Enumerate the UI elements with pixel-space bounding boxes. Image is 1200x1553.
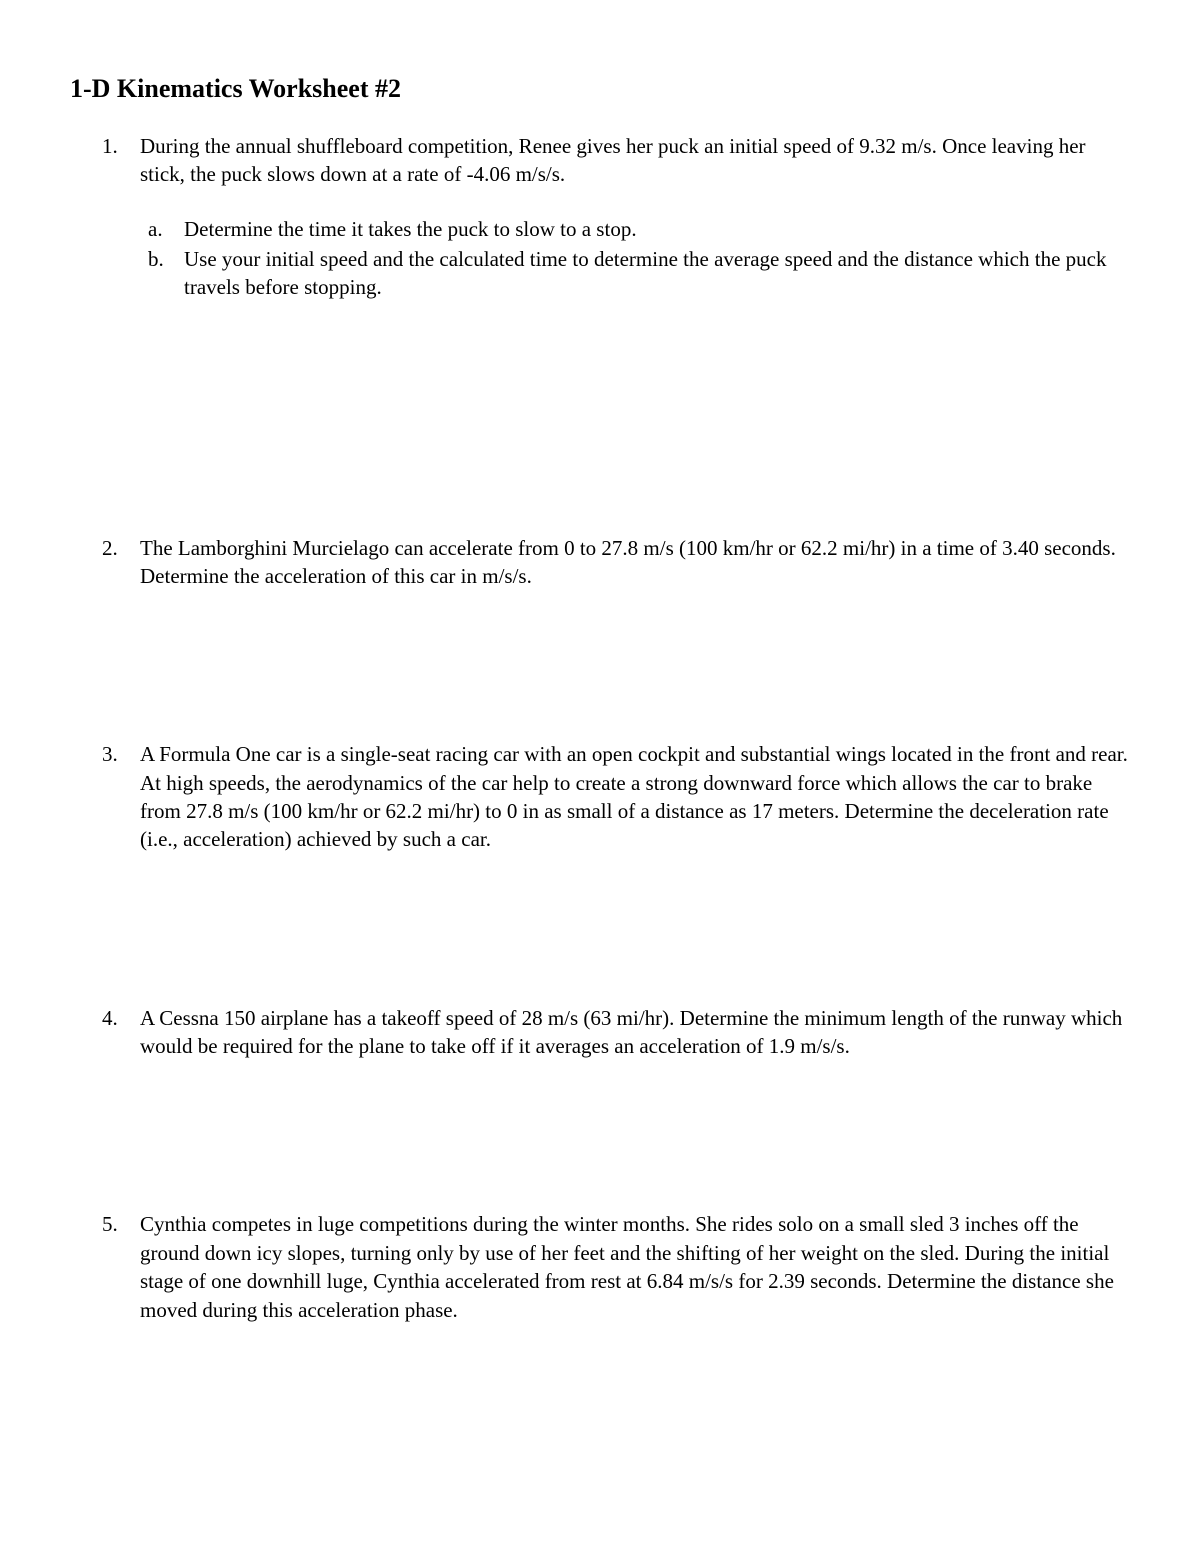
question-1: 1. During the annual shuffleboard compet… — [140, 132, 1130, 302]
question-2: 2. The Lamborghini Murcielago can accele… — [140, 534, 1130, 591]
question-number: 3. — [102, 740, 118, 768]
worksheet-page: 1-D Kinematics Worksheet #2 1. During th… — [70, 74, 1130, 1324]
workspace-gap — [140, 854, 1130, 1004]
question-text: A Formula One car is a single-seat racin… — [140, 740, 1130, 853]
question-3: 3. A Formula One car is a single-seat ra… — [140, 740, 1130, 853]
question-number: 5. — [102, 1210, 118, 1238]
subquestion-list: a. Determine the time it takes the puck … — [140, 215, 1130, 302]
worksheet-title: 1-D Kinematics Worksheet #2 — [70, 74, 1130, 104]
question-5: 5. Cynthia competes in luge competitions… — [140, 1210, 1130, 1323]
subquestion-text: Determine the time it takes the puck to … — [184, 217, 637, 241]
question-list: 1. During the annual shuffleboard compet… — [70, 132, 1130, 1324]
question-4: 4. A Cessna 150 airplane has a takeoff s… — [140, 1004, 1130, 1061]
workspace-gap — [140, 304, 1130, 534]
workspace-gap — [140, 1060, 1130, 1210]
subquestion-b: b. Use your initial speed and the calcul… — [184, 245, 1130, 302]
question-text: The Lamborghini Murcielago can accelerat… — [140, 534, 1130, 591]
workspace-gap — [140, 590, 1130, 740]
question-number: 1. — [102, 132, 118, 160]
subquestion-a: a. Determine the time it takes the puck … — [184, 215, 1130, 243]
subquestion-text: Use your initial speed and the calculate… — [184, 247, 1106, 299]
subquestion-number: a. — [148, 215, 163, 243]
question-text: A Cessna 150 airplane has a takeoff spee… — [140, 1004, 1130, 1061]
question-number: 4. — [102, 1004, 118, 1032]
subquestion-number: b. — [148, 245, 164, 273]
question-text: Cynthia competes in luge competitions du… — [140, 1210, 1130, 1323]
question-text: During the annual shuffleboard competiti… — [140, 132, 1130, 189]
question-number: 2. — [102, 534, 118, 562]
